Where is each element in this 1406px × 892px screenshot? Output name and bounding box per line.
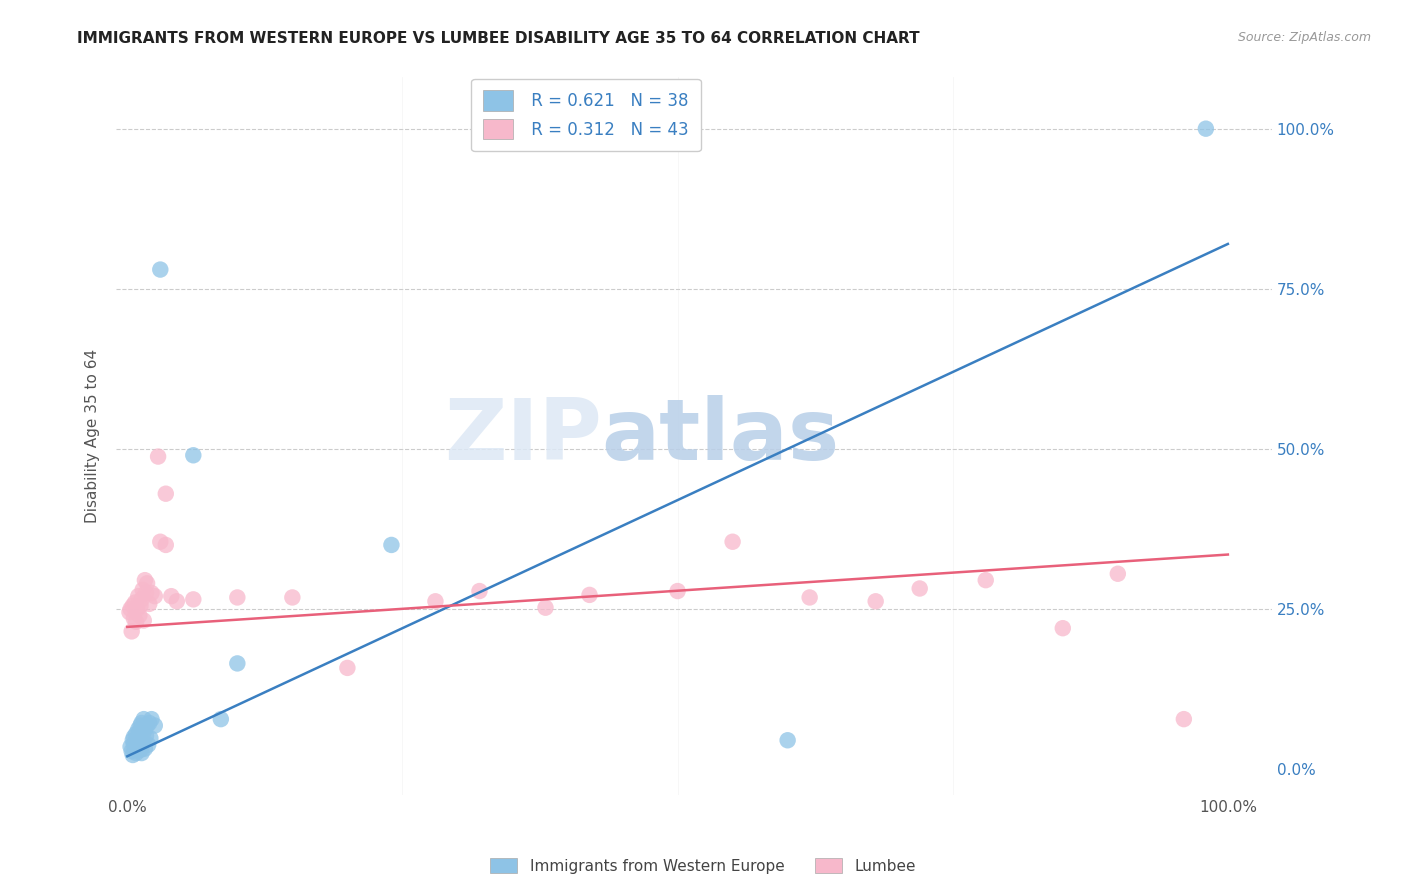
Point — [143, 718, 166, 732]
Point — [721, 534, 744, 549]
Point — [336, 661, 359, 675]
Point — [1052, 621, 1074, 635]
Point — [141, 586, 163, 600]
Point — [226, 657, 249, 671]
Point — [131, 716, 153, 731]
Legend:  R = 0.621   N = 38,  R = 0.312   N = 43: R = 0.621 N = 38, R = 0.312 N = 43 — [471, 78, 700, 151]
Point — [134, 573, 156, 587]
Point — [468, 584, 491, 599]
Point — [120, 602, 142, 616]
Point — [666, 584, 689, 599]
Point — [149, 534, 172, 549]
Point — [124, 735, 146, 749]
Point — [120, 739, 142, 754]
Point — [141, 712, 163, 726]
Point — [128, 725, 150, 739]
Point — [134, 741, 156, 756]
Point — [132, 712, 155, 726]
Point — [125, 746, 148, 760]
Point — [974, 573, 997, 587]
Point — [127, 741, 149, 756]
Y-axis label: Disability Age 35 to 64: Disability Age 35 to 64 — [86, 349, 100, 523]
Point — [578, 588, 600, 602]
Point — [132, 725, 155, 739]
Point — [131, 592, 153, 607]
Point — [1107, 566, 1129, 581]
Point — [181, 592, 204, 607]
Point — [155, 486, 177, 500]
Point — [128, 738, 150, 752]
Text: ZIP: ZIP — [444, 394, 602, 477]
Point — [129, 599, 152, 613]
Point — [380, 538, 402, 552]
Point — [121, 744, 143, 758]
Point — [155, 538, 177, 552]
Point — [181, 448, 204, 462]
Point — [121, 733, 143, 747]
Point — [1173, 712, 1195, 726]
Point — [129, 718, 152, 732]
Point — [135, 586, 157, 600]
Point — [127, 731, 149, 746]
Legend: Immigrants from Western Europe, Lumbee: Immigrants from Western Europe, Lumbee — [484, 852, 922, 880]
Point — [131, 582, 153, 597]
Point — [138, 716, 160, 731]
Point — [799, 591, 821, 605]
Point — [226, 591, 249, 605]
Point — [136, 718, 159, 732]
Point — [138, 597, 160, 611]
Point — [127, 589, 149, 603]
Text: IMMIGRANTS FROM WESTERN EUROPE VS LUMBEE DISABILITY AGE 35 TO 64 CORRELATION CHA: IMMIGRANTS FROM WESTERN EUROPE VS LUMBEE… — [77, 31, 920, 46]
Point — [122, 730, 145, 744]
Point — [124, 596, 146, 610]
Point — [166, 594, 188, 608]
Point — [127, 602, 149, 616]
Text: atlas: atlas — [602, 394, 839, 477]
Point — [1195, 121, 1218, 136]
Point — [121, 624, 143, 639]
Point — [118, 605, 141, 619]
Point — [908, 582, 931, 596]
Point — [281, 591, 304, 605]
Point — [146, 450, 169, 464]
Point — [149, 262, 172, 277]
Point — [122, 611, 145, 625]
Point — [534, 600, 557, 615]
Point — [135, 729, 157, 743]
Point — [129, 743, 152, 757]
Point — [136, 738, 159, 752]
Point — [124, 743, 146, 757]
Point — [131, 746, 153, 760]
Point — [209, 712, 232, 726]
Point — [122, 738, 145, 752]
Point — [134, 721, 156, 735]
Point — [125, 727, 148, 741]
Point — [131, 735, 153, 749]
Point — [127, 723, 149, 737]
Point — [128, 608, 150, 623]
Point — [139, 731, 162, 746]
Point — [160, 589, 183, 603]
Point — [143, 589, 166, 603]
Point — [425, 594, 447, 608]
Text: Source: ZipAtlas.com: Source: ZipAtlas.com — [1237, 31, 1371, 45]
Point — [121, 599, 143, 613]
Point — [132, 614, 155, 628]
Point — [865, 594, 887, 608]
Point — [136, 576, 159, 591]
Point — [121, 747, 143, 762]
Point — [125, 615, 148, 629]
Point — [776, 733, 799, 747]
